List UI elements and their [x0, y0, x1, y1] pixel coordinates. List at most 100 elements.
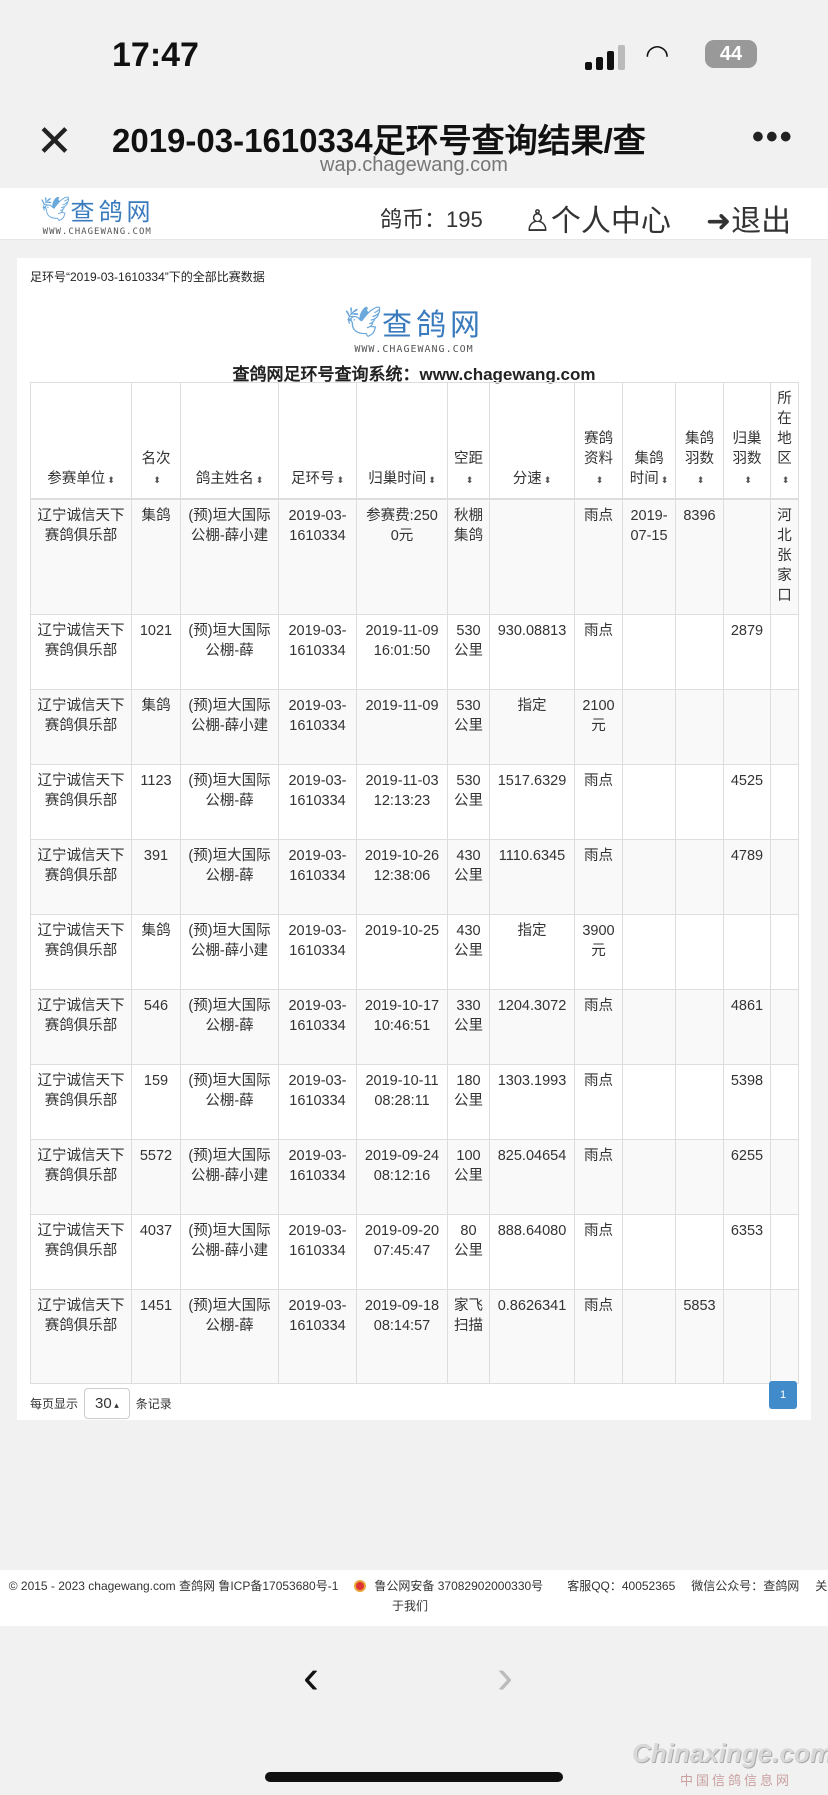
table-cell: 雨点 [574, 1213, 623, 1290]
system-title: 查鸽网足环号查询系统：www.chagewang.com [232, 365, 596, 384]
table-cell: 8396 [675, 498, 724, 615]
table-cell: 2019-03-1610334 [278, 1288, 357, 1384]
column-header[interactable]: 集鸽羽数⬍ [675, 382, 724, 500]
sort-icon: ⬍ [153, 475, 161, 485]
url-label: wap.chagewang.com [320, 154, 508, 176]
table-cell: 530公里 [447, 688, 490, 765]
table-cell: 2019-11-03 12:13:23 [356, 763, 448, 840]
table-cell: 家飞扫描 [447, 1288, 490, 1384]
sort-icon: ⬍ [465, 475, 474, 485]
table-cell [622, 1288, 676, 1384]
table-cell: 430公里 [447, 913, 490, 990]
table-cell: (预)垣大国际公棚-薛小建 [180, 688, 279, 765]
table-cell: 2019-03-1610334 [278, 613, 357, 690]
table-cell: 180公里 [447, 1063, 490, 1140]
sort-icon: ⬍ [428, 475, 436, 485]
table-cell [675, 1213, 724, 1290]
user-center-link[interactable]: ♙个人中心 [524, 205, 671, 238]
forward-icon[interactable]: › [497, 1651, 513, 1704]
table-cell: (预)垣大国际公棚-薛 [180, 613, 279, 690]
column-header[interactable]: 空距⬍ [447, 382, 490, 500]
sort-icon: ⬍ [255, 475, 264, 485]
table-row: 辽宁诚信天下赛鸽俱乐部 391 (预)垣大国际公棚-薛 2019-03-1610334… [30, 838, 799, 915]
table-cell: 430公里 [447, 838, 490, 915]
table-row: 辽宁诚信天下赛鸽俱乐部 1451 (预)垣大国际公棚-薛 2019-03-161033… [30, 1288, 799, 1384]
table-cell [770, 1063, 799, 1140]
table-cell: 5572 [131, 1138, 181, 1215]
table-cell: 330公里 [447, 988, 490, 1065]
clock: 17:47 [112, 36, 199, 74]
logout-link[interactable]: ➜退出 [706, 205, 792, 238]
table-cell: 1451 [131, 1288, 181, 1384]
table-cell [622, 988, 676, 1065]
table-cell [723, 688, 771, 765]
table-cell: 100公里 [447, 1138, 490, 1215]
table-cell: 888.64080 [489, 1213, 575, 1290]
table-cell: 辽宁诚信天下赛鸽俱乐部 [30, 763, 132, 840]
police-badge-icon [354, 1580, 367, 1592]
page-size-select[interactable]: 30 ▴ [84, 1388, 130, 1419]
back-icon[interactable]: ‹ [303, 1651, 319, 1704]
table-cell: 1021 [131, 613, 181, 690]
table-cell: 辽宁诚信天下赛鸽俱乐部 [30, 913, 132, 990]
sort-icon: ⬍ [660, 475, 669, 485]
column-header[interactable]: 集鸽时间 ⬍ [622, 382, 676, 500]
column-header[interactable]: 参赛单位 ⬍ [30, 382, 132, 500]
table-cell: 辽宁诚信天下赛鸽俱乐部 [30, 688, 132, 765]
table-cell: 秋棚集鸽 [447, 498, 490, 615]
table-cell: (预)垣大国际公棚-薛 [180, 838, 279, 915]
coin-balance: 鸽币：195 [380, 207, 483, 232]
table-row: 辽宁诚信天下赛鸽俱乐部 1021 (预)垣大国际公棚-薛 2019-03-161033… [30, 613, 799, 690]
site-logo[interactable]: 🕊 查鸽网 WWW.CHAGEWANG.COM [40, 196, 155, 237]
table-cell: 159 [131, 1063, 181, 1140]
more-icon[interactable]: ••• [752, 118, 794, 156]
table-cell: 雨点 [574, 498, 623, 615]
police-link[interactable]: 鲁公网安备 37082902000330号 [354, 1579, 551, 1593]
table-cell: 2019-09-20 07:45:47 [356, 1213, 448, 1290]
table-cell: (预)垣大国际公棚-薛 [180, 763, 279, 840]
table-cell [675, 688, 724, 765]
table-cell [675, 988, 724, 1065]
caret-icon: ▴ [111, 1400, 119, 1410]
site-header [0, 188, 828, 240]
column-header[interactable]: 鸽主姓名 ⬍ [180, 382, 279, 500]
sort-icon: ⬍ [336, 475, 345, 485]
battery-icon: 44 [705, 40, 757, 68]
table-cell: 2100元 [574, 688, 623, 765]
table-cell: 2019-11-09 16:01:50 [356, 613, 448, 690]
column-header[interactable]: 归巢时间 ⬍ [356, 382, 448, 500]
table-cell: 4789 [723, 838, 771, 915]
table-cell: 雨点 [574, 1288, 623, 1384]
table-cell: 3900元 [574, 913, 623, 990]
home-indicator[interactable] [265, 1772, 563, 1782]
table-cell [770, 688, 799, 765]
table-cell: (预)垣大国际公棚-薛小建 [180, 913, 279, 990]
table-cell: 2019-11-09 [356, 688, 448, 765]
table-cell: 4861 [723, 988, 771, 1065]
table-cell: 雨点 [574, 1138, 623, 1215]
column-header[interactable]: 所在地区⬍ [770, 382, 799, 500]
table-cell [723, 1288, 771, 1384]
about-link[interactable]: 关于我们 [391, 1579, 828, 1613]
column-header[interactable]: 分速 ⬍ [489, 382, 575, 500]
table-cell: 930.08813 [489, 613, 575, 690]
page-button-1[interactable]: 1 [769, 1381, 797, 1409]
table-cell [770, 763, 799, 840]
table-cell: 辽宁诚信天下赛鸽俱乐部 [30, 1063, 132, 1140]
sort-icon: ⬍ [744, 475, 752, 485]
table-cell: 辽宁诚信天下赛鸽俱乐部 [30, 498, 132, 615]
page-size-control: 每页显示 30 ▴ 条记录 [30, 1388, 172, 1419]
close-icon[interactable]: ✕ [36, 117, 73, 166]
table-cell: 指定 [489, 913, 575, 990]
table-cell [622, 763, 676, 840]
column-header[interactable]: 足环号 ⬍ [278, 382, 357, 500]
user-icon: ♙ [524, 205, 551, 238]
results-table: 参赛单位 ⬍ 名次⬍ 鸽主姓名 ⬍ 足环号 ⬍ 归巢时间 ⬍ 空距⬍ 分速 ⬍ 赛鸽资料⬍ 集鸽时间 ⬍ 集鸽… [30, 382, 799, 1384]
column-header[interactable]: 名次⬍ [131, 382, 181, 500]
table-row: 辽宁诚信天下赛鸽俱乐部 集鸽 (预)垣大国际公棚-薛小建 2019-03-161033… [30, 688, 799, 765]
column-header[interactable]: 归巢羽数⬍ [723, 382, 771, 500]
column-header[interactable]: 赛鸽资料⬍ [574, 382, 623, 500]
table-cell: 辽宁诚信天下赛鸽俱乐部 [30, 1138, 132, 1215]
table-cell [770, 1213, 799, 1290]
table-cell: 6255 [723, 1138, 771, 1215]
